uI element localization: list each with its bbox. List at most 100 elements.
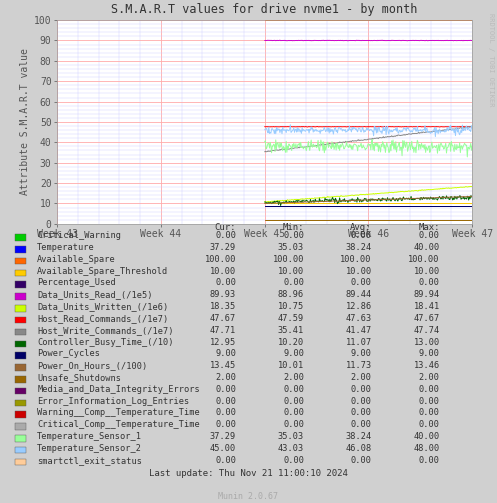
Text: 0.00: 0.00 <box>283 456 304 465</box>
Text: 10.01: 10.01 <box>278 361 304 370</box>
Text: 0.00: 0.00 <box>351 421 372 430</box>
Text: 0.00: 0.00 <box>283 279 304 288</box>
Text: 0.00: 0.00 <box>419 421 440 430</box>
Text: 12.95: 12.95 <box>210 338 236 347</box>
Text: 47.67: 47.67 <box>414 314 440 323</box>
Text: Unsafe_Shutdowns: Unsafe_Shutdowns <box>37 373 121 382</box>
Text: 38.24: 38.24 <box>345 243 372 252</box>
Text: 47.67: 47.67 <box>210 314 236 323</box>
Text: 48.00: 48.00 <box>414 444 440 453</box>
Text: 13.00: 13.00 <box>414 338 440 347</box>
Text: 10.00: 10.00 <box>278 267 304 276</box>
Text: 18.41: 18.41 <box>414 302 440 311</box>
Text: 38.24: 38.24 <box>345 432 372 441</box>
Text: 12.86: 12.86 <box>345 302 372 311</box>
Text: Min:: Min: <box>283 223 304 232</box>
Text: 45.00: 45.00 <box>210 444 236 453</box>
Text: 10.00: 10.00 <box>414 267 440 276</box>
Text: 0.00: 0.00 <box>351 397 372 405</box>
Text: 0.00: 0.00 <box>215 385 236 394</box>
Text: 0.00: 0.00 <box>419 279 440 288</box>
Text: 0.00: 0.00 <box>351 385 372 394</box>
Text: 0.00: 0.00 <box>419 408 440 417</box>
Text: 100.00: 100.00 <box>409 255 440 264</box>
Text: Temperature_Sensor_1: Temperature_Sensor_1 <box>37 432 142 441</box>
Text: 35.41: 35.41 <box>278 326 304 335</box>
Text: Max:: Max: <box>418 223 440 232</box>
Text: 0.00: 0.00 <box>419 397 440 405</box>
Text: 0.00: 0.00 <box>215 408 236 417</box>
Text: 0.00: 0.00 <box>283 385 304 394</box>
Text: 0.00: 0.00 <box>215 231 236 240</box>
Text: Avg:: Avg: <box>350 223 372 232</box>
Text: 9.00: 9.00 <box>351 350 372 358</box>
Text: 2.00: 2.00 <box>419 373 440 382</box>
Title: S.M.A.R.T values for drive nvme1 - by month: S.M.A.R.T values for drive nvme1 - by mo… <box>111 3 418 16</box>
Text: 9.00: 9.00 <box>419 350 440 358</box>
Text: 89.44: 89.44 <box>345 290 372 299</box>
Text: 11.73: 11.73 <box>345 361 372 370</box>
Text: RRDTOOL / TOBI OETIKER: RRDTOOL / TOBI OETIKER <box>488 13 494 106</box>
Text: 2.00: 2.00 <box>215 373 236 382</box>
Text: 40.00: 40.00 <box>414 432 440 441</box>
Text: 46.08: 46.08 <box>345 444 372 453</box>
Text: 10.00: 10.00 <box>345 267 372 276</box>
Text: Available_Spare: Available_Spare <box>37 255 116 264</box>
Text: Power_On_Hours_(/100): Power_On_Hours_(/100) <box>37 361 148 370</box>
Text: 0.00: 0.00 <box>215 421 236 430</box>
Text: 0.00: 0.00 <box>283 408 304 417</box>
Text: Temperature: Temperature <box>37 243 95 252</box>
Text: 11.07: 11.07 <box>345 338 372 347</box>
Text: 0.00: 0.00 <box>215 456 236 465</box>
Text: 100.00: 100.00 <box>273 255 304 264</box>
Text: 47.63: 47.63 <box>345 314 372 323</box>
Text: 0.00: 0.00 <box>419 385 440 394</box>
Text: Media_and_Data_Integrity_Errors: Media_and_Data_Integrity_Errors <box>37 385 200 394</box>
Text: 47.71: 47.71 <box>210 326 236 335</box>
Text: 43.03: 43.03 <box>278 444 304 453</box>
Text: 13.45: 13.45 <box>210 361 236 370</box>
Text: 100.00: 100.00 <box>205 255 236 264</box>
Text: Warning__Comp__Temperature_Time: Warning__Comp__Temperature_Time <box>37 408 200 417</box>
Text: 0.00: 0.00 <box>351 456 372 465</box>
Text: Controller_Busy_Time_(/10): Controller_Busy_Time_(/10) <box>37 338 174 347</box>
Text: 0.00: 0.00 <box>215 397 236 405</box>
Text: 100.00: 100.00 <box>340 255 372 264</box>
Text: 9.00: 9.00 <box>215 350 236 358</box>
Text: Power_Cycles: Power_Cycles <box>37 350 100 358</box>
Text: Percentage_Used: Percentage_Used <box>37 279 116 288</box>
Text: 37.29: 37.29 <box>210 243 236 252</box>
Text: 10.00: 10.00 <box>210 267 236 276</box>
Text: 18.35: 18.35 <box>210 302 236 311</box>
Text: Available_Spare_Threshold: Available_Spare_Threshold <box>37 267 168 276</box>
Text: 0.00: 0.00 <box>351 279 372 288</box>
Text: Temperature_Sensor_2: Temperature_Sensor_2 <box>37 444 142 453</box>
Text: Critical_Warning: Critical_Warning <box>37 231 121 240</box>
Text: 2.00: 2.00 <box>351 373 372 382</box>
Text: 10.20: 10.20 <box>278 338 304 347</box>
Text: 89.93: 89.93 <box>210 290 236 299</box>
Text: 0.00: 0.00 <box>283 397 304 405</box>
Text: Munin 2.0.67: Munin 2.0.67 <box>219 492 278 501</box>
Text: 0.00: 0.00 <box>351 408 372 417</box>
Text: Cur:: Cur: <box>215 223 236 232</box>
Text: 0.00: 0.00 <box>215 279 236 288</box>
Text: Last update: Thu Nov 21 11:00:10 2024: Last update: Thu Nov 21 11:00:10 2024 <box>149 469 348 477</box>
Text: Error_Information_Log_Entries: Error_Information_Log_Entries <box>37 397 189 405</box>
Text: 88.96: 88.96 <box>278 290 304 299</box>
Text: 0.00: 0.00 <box>283 421 304 430</box>
Text: 41.47: 41.47 <box>345 326 372 335</box>
Text: 35.03: 35.03 <box>278 243 304 252</box>
Text: 10.75: 10.75 <box>278 302 304 311</box>
Text: smartctl_exit_status: smartctl_exit_status <box>37 456 142 465</box>
Text: Host_Read_Commands_(/1e7): Host_Read_Commands_(/1e7) <box>37 314 168 323</box>
Text: Host_Write_Commands_(/1e7): Host_Write_Commands_(/1e7) <box>37 326 174 335</box>
Text: 0.00: 0.00 <box>283 231 304 240</box>
Text: Critical_Comp__Temperature_Time: Critical_Comp__Temperature_Time <box>37 421 200 430</box>
Text: 2.00: 2.00 <box>283 373 304 382</box>
Text: 47.74: 47.74 <box>414 326 440 335</box>
Y-axis label: Attribute S.M.A.R.T value: Attribute S.M.A.R.T value <box>20 49 30 195</box>
Text: 37.29: 37.29 <box>210 432 236 441</box>
Text: 40.00: 40.00 <box>414 243 440 252</box>
Text: 9.00: 9.00 <box>283 350 304 358</box>
